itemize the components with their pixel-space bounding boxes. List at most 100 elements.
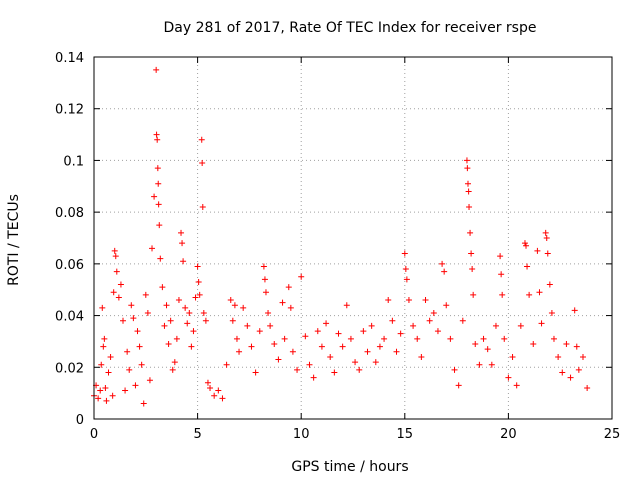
data-point xyxy=(414,335,421,342)
data-point xyxy=(126,366,133,373)
y-tick-label: 0.02 xyxy=(55,361,84,376)
data-point xyxy=(464,165,471,172)
chart-title: Day 281 of 2017, Rate Of TEC Index for r… xyxy=(164,20,537,36)
data-point xyxy=(546,281,553,288)
data-point xyxy=(526,291,533,298)
data-point xyxy=(543,235,550,241)
data-point xyxy=(451,366,458,373)
x-tick-label: 5 xyxy=(193,427,201,442)
data-point xyxy=(97,387,104,394)
data-point xyxy=(584,384,591,391)
data-point xyxy=(524,263,531,270)
data-point xyxy=(368,322,375,329)
data-point xyxy=(124,348,131,355)
x-tick-label: 0 xyxy=(90,427,98,442)
data-point xyxy=(356,366,363,373)
data-point xyxy=(538,320,545,327)
data-point xyxy=(98,361,105,368)
data-point xyxy=(244,322,251,329)
data-point xyxy=(188,343,195,350)
data-point xyxy=(173,335,180,342)
data-point xyxy=(310,374,317,381)
data-point xyxy=(499,291,506,298)
data-point xyxy=(155,201,162,208)
data-point xyxy=(536,289,543,296)
data-point xyxy=(256,328,263,335)
data-point xyxy=(178,229,185,236)
data-point xyxy=(439,260,446,267)
data-point xyxy=(314,328,321,335)
data-point xyxy=(199,160,206,167)
data-point xyxy=(521,240,528,247)
data-point xyxy=(285,284,292,291)
data-point xyxy=(281,335,288,342)
data-point xyxy=(265,309,272,316)
data-point xyxy=(343,302,350,309)
data-points xyxy=(91,66,591,407)
data-point xyxy=(180,258,187,265)
data-point xyxy=(501,335,508,342)
data-point xyxy=(146,377,153,384)
y-tick-label: 0.06 xyxy=(55,258,84,273)
data-point xyxy=(262,289,269,296)
x-tick-label: 10 xyxy=(293,427,310,442)
data-point xyxy=(455,382,462,389)
data-point xyxy=(154,165,161,172)
y-tick-label: 0.14 xyxy=(55,51,84,66)
data-point xyxy=(215,387,222,394)
data-point xyxy=(128,302,135,309)
data-point xyxy=(385,297,392,304)
data-point xyxy=(229,317,236,324)
data-point xyxy=(466,203,473,210)
data-point xyxy=(298,273,305,280)
data-point xyxy=(179,240,186,247)
data-point xyxy=(175,297,182,304)
data-point xyxy=(287,304,294,311)
data-point xyxy=(267,322,274,329)
data-point xyxy=(109,392,116,399)
data-point xyxy=(95,395,102,402)
data-point xyxy=(563,341,570,348)
data-point xyxy=(513,382,520,389)
data-point xyxy=(275,356,282,363)
data-point xyxy=(157,255,164,262)
data-point xyxy=(426,317,433,324)
data-point xyxy=(534,247,541,254)
data-point xyxy=(219,395,226,402)
data-point xyxy=(447,335,454,342)
data-point xyxy=(138,361,145,368)
data-point xyxy=(115,294,122,301)
data-point xyxy=(199,203,206,210)
data-point xyxy=(410,322,417,329)
data-point xyxy=(113,268,120,275)
data-point xyxy=(171,359,178,366)
data-point xyxy=(190,328,197,335)
y-tick-label: 0.08 xyxy=(55,206,84,221)
data-point xyxy=(198,136,205,143)
plot-frame xyxy=(93,56,613,420)
data-point xyxy=(195,278,202,285)
data-point xyxy=(465,188,472,195)
data-point xyxy=(105,369,112,376)
data-point xyxy=(476,361,483,368)
data-point xyxy=(389,317,396,324)
data-point xyxy=(467,229,474,236)
data-point xyxy=(542,229,549,236)
x-tick-label: 15 xyxy=(397,427,414,442)
data-point xyxy=(347,335,354,342)
data-point xyxy=(260,263,267,270)
data-point xyxy=(459,317,466,324)
data-point xyxy=(559,369,566,376)
data-point xyxy=(140,400,147,407)
x-tick-label: 25 xyxy=(604,427,621,442)
data-point xyxy=(236,348,243,355)
data-point xyxy=(161,322,168,329)
data-point xyxy=(134,328,141,335)
data-point xyxy=(156,222,163,229)
data-point xyxy=(441,268,448,275)
data-point xyxy=(579,353,586,360)
data-point xyxy=(530,341,537,348)
data-point xyxy=(223,361,230,368)
data-point xyxy=(318,343,325,350)
